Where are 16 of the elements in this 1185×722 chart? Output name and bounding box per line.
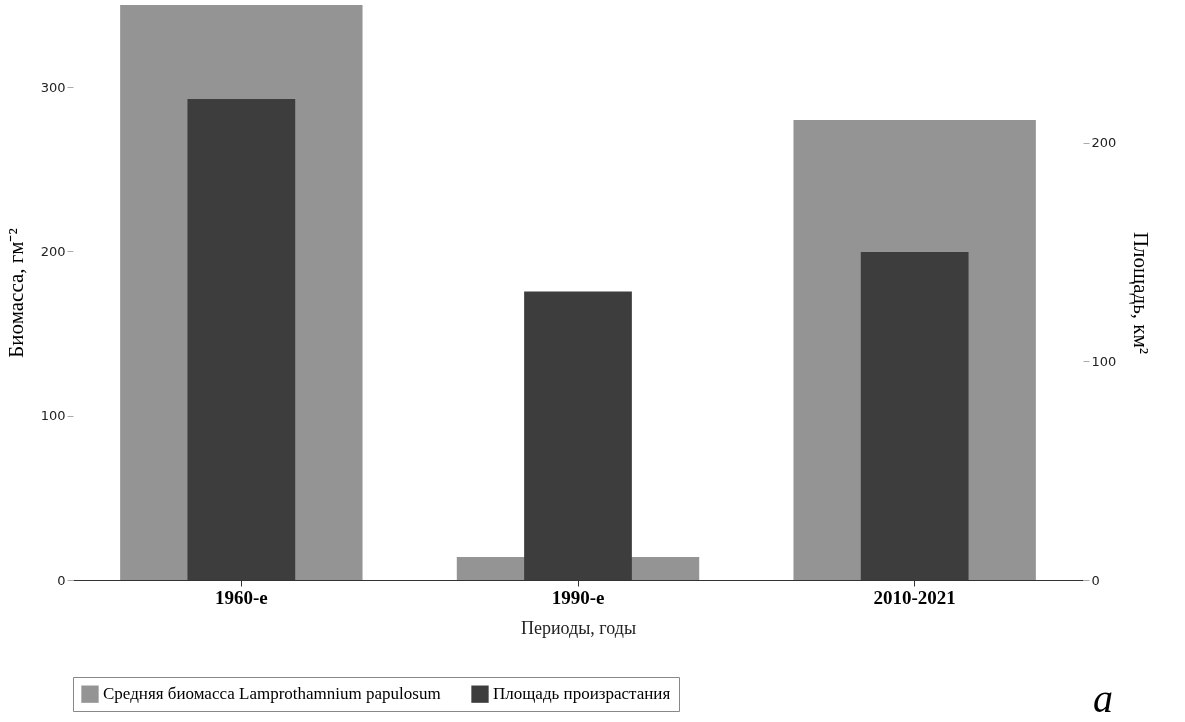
legend-label: Площадь произрастания <box>493 684 671 704</box>
x-tick-label: 1990-е <box>551 586 605 608</box>
x-axis-title: Периоды, годы <box>520 617 637 638</box>
y-tick-label: 300 <box>40 79 66 95</box>
y2-tick-label: 100 <box>1091 353 1117 369</box>
x-tick-label: 2010-2021 <box>873 586 956 608</box>
y-tick-label: 0 <box>57 572 66 588</box>
y2-axis-title: Площадь, км² <box>1129 231 1154 355</box>
y2-tick-label: 0 <box>1091 572 1100 588</box>
y-tick-label: 200 <box>40 243 66 259</box>
x-tick-label: 1960-е <box>214 586 268 608</box>
y-tick-label: 100 <box>40 408 66 424</box>
y2-tick-label: 200 <box>1091 135 1117 151</box>
legend-label: Средняя биомасса Lamprothamnium papulosum <box>103 684 441 704</box>
y-axis-title: Биомасса, гм⁻² <box>3 228 28 358</box>
text: а <box>1093 676 1113 721</box>
